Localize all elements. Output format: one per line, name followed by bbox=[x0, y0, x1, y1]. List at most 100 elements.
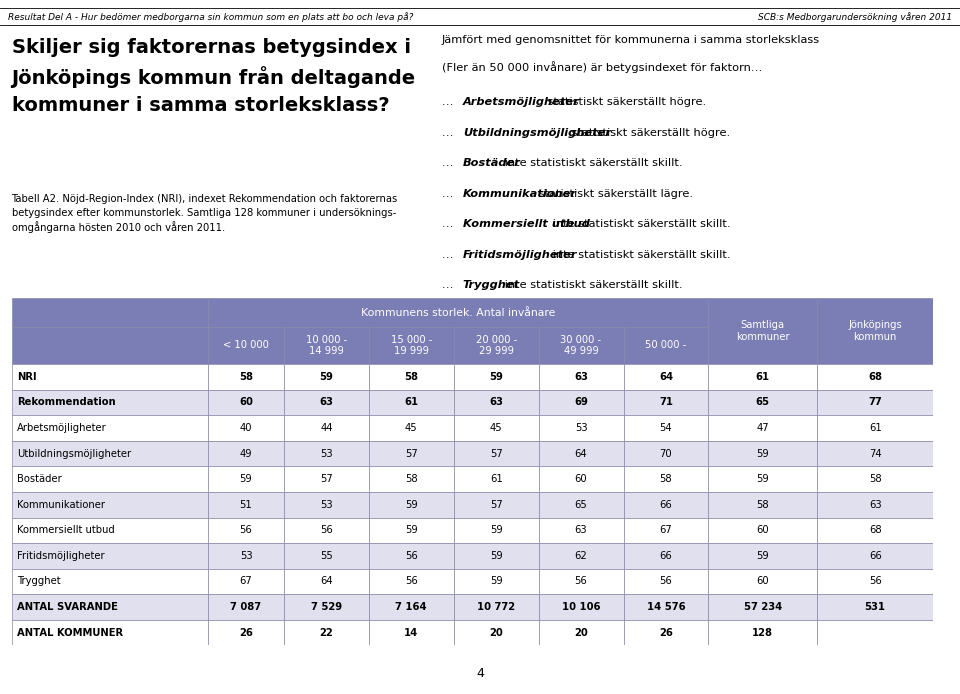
Bar bbox=[623, 390, 708, 415]
Bar bbox=[208, 620, 284, 645]
Text: inte statistiskt säkerställt skillt.: inte statistiskt säkerställt skillt. bbox=[501, 158, 683, 168]
Text: inte statistiskt säkerställt skillt.: inte statistiskt säkerställt skillt. bbox=[549, 219, 731, 229]
Text: 26: 26 bbox=[239, 627, 253, 638]
Text: 66: 66 bbox=[660, 500, 672, 510]
Text: 128: 128 bbox=[753, 627, 773, 638]
Bar bbox=[817, 466, 933, 492]
Bar bbox=[708, 415, 817, 441]
Bar bbox=[369, 543, 454, 568]
Bar bbox=[12, 543, 208, 568]
Bar bbox=[454, 620, 539, 645]
Text: Jämfört med genomsnittet för kommunerna i samma storleksklass: Jämfört med genomsnittet för kommunerna … bbox=[442, 35, 820, 44]
Bar bbox=[12, 518, 208, 543]
Bar bbox=[284, 390, 369, 415]
Bar bbox=[284, 594, 369, 620]
Bar bbox=[369, 466, 454, 492]
Text: 61: 61 bbox=[756, 372, 770, 382]
Bar bbox=[817, 543, 933, 568]
Bar bbox=[539, 518, 623, 543]
Text: 59: 59 bbox=[490, 577, 502, 586]
Bar bbox=[208, 594, 284, 620]
Text: Arbetsmöjligheter: Arbetsmöjligheter bbox=[17, 423, 107, 433]
Text: 64: 64 bbox=[659, 372, 673, 382]
Text: 56: 56 bbox=[405, 551, 418, 561]
Text: 59: 59 bbox=[405, 500, 418, 510]
Bar bbox=[708, 543, 817, 568]
Bar bbox=[539, 466, 623, 492]
Bar bbox=[454, 364, 539, 390]
Text: …: … bbox=[442, 280, 457, 290]
Text: statistiskt säkerställt lägre.: statistiskt säkerställt lägre. bbox=[535, 189, 692, 198]
Text: ANTAL KOMMUNER: ANTAL KOMMUNER bbox=[17, 627, 123, 638]
Text: 51: 51 bbox=[240, 500, 252, 510]
Bar bbox=[284, 568, 369, 594]
Bar bbox=[369, 518, 454, 543]
Bar bbox=[284, 543, 369, 568]
Text: 68: 68 bbox=[868, 372, 882, 382]
Bar bbox=[369, 620, 454, 645]
Text: 59: 59 bbox=[756, 448, 769, 459]
Text: 20 000 -
29 999: 20 000 - 29 999 bbox=[475, 335, 516, 356]
Bar bbox=[539, 543, 623, 568]
Bar bbox=[284, 620, 369, 645]
Bar bbox=[817, 492, 933, 518]
Text: 7 087: 7 087 bbox=[230, 602, 262, 612]
Bar bbox=[623, 327, 708, 364]
Text: NRI: NRI bbox=[17, 372, 36, 382]
Bar bbox=[708, 298, 817, 364]
Bar bbox=[708, 620, 817, 645]
Text: 22: 22 bbox=[320, 627, 333, 638]
Text: 74: 74 bbox=[869, 448, 881, 459]
Text: 53: 53 bbox=[320, 448, 332, 459]
Bar bbox=[623, 620, 708, 645]
Bar bbox=[539, 390, 623, 415]
Text: 58: 58 bbox=[756, 500, 769, 510]
Bar bbox=[208, 364, 284, 390]
Text: 56: 56 bbox=[660, 577, 672, 586]
Text: 60: 60 bbox=[575, 474, 588, 484]
Text: Utbildningsmöjligheter: Utbildningsmöjligheter bbox=[463, 128, 611, 137]
Text: 55: 55 bbox=[320, 551, 333, 561]
Bar bbox=[454, 543, 539, 568]
Text: 63: 63 bbox=[869, 500, 881, 510]
Text: Bostäder: Bostäder bbox=[463, 158, 520, 168]
Text: 58: 58 bbox=[405, 474, 418, 484]
Text: statistiskt säkerställt högre.: statistiskt säkerställt högre. bbox=[544, 97, 707, 107]
Bar bbox=[208, 492, 284, 518]
Bar bbox=[708, 364, 817, 390]
Bar bbox=[454, 518, 539, 543]
Text: 64: 64 bbox=[320, 577, 332, 586]
Text: < 10 000: < 10 000 bbox=[223, 341, 269, 350]
Text: 53: 53 bbox=[240, 551, 252, 561]
Bar bbox=[708, 568, 817, 594]
Bar bbox=[623, 441, 708, 466]
Bar bbox=[284, 364, 369, 390]
Bar bbox=[817, 441, 933, 466]
Bar bbox=[208, 518, 284, 543]
Bar bbox=[708, 492, 817, 518]
Text: 57: 57 bbox=[405, 448, 418, 459]
Text: 61: 61 bbox=[404, 398, 419, 407]
Bar bbox=[208, 390, 284, 415]
Bar bbox=[208, 543, 284, 568]
Text: …: … bbox=[442, 189, 457, 198]
Bar bbox=[12, 568, 208, 594]
Text: 57: 57 bbox=[490, 500, 502, 510]
Bar bbox=[208, 441, 284, 466]
Text: Kommersiellt utbud: Kommersiellt utbud bbox=[17, 525, 115, 535]
Text: 77: 77 bbox=[868, 398, 882, 407]
Bar bbox=[284, 415, 369, 441]
Text: 7 529: 7 529 bbox=[311, 602, 342, 612]
Text: Samtliga
kommuner: Samtliga kommuner bbox=[736, 320, 789, 342]
Text: Kommunikationer: Kommunikationer bbox=[463, 189, 577, 198]
Bar bbox=[454, 594, 539, 620]
Bar bbox=[284, 441, 369, 466]
Bar bbox=[817, 298, 933, 364]
Text: 57: 57 bbox=[320, 474, 333, 484]
Text: inte statistiskt säkerställt skillt.: inte statistiskt säkerställt skillt. bbox=[501, 280, 683, 290]
Text: Fritidsmöjligheter: Fritidsmöjligheter bbox=[463, 250, 577, 260]
Text: Trygghet: Trygghet bbox=[463, 280, 520, 290]
Text: 66: 66 bbox=[869, 551, 881, 561]
Bar bbox=[623, 364, 708, 390]
Text: Kommersiellt utbud: Kommersiellt utbud bbox=[463, 219, 589, 229]
